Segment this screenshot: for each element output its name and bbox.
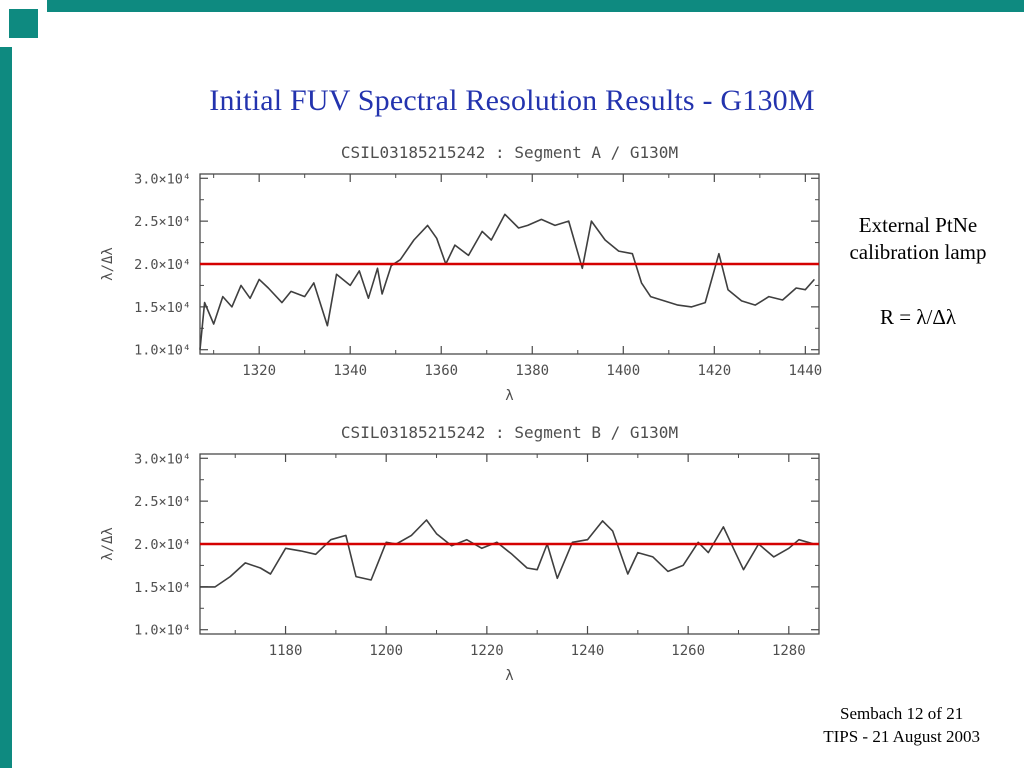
svg-text:2.5×10⁴: 2.5×10⁴: [134, 214, 191, 230]
svg-text:1200: 1200: [369, 643, 403, 659]
svg-text:2.5×10⁴: 2.5×10⁴: [134, 494, 191, 510]
footer-author-page: Sembach 12 of 21: [839, 704, 964, 723]
slide-title: Initial FUV Spectral Resolution Results …: [209, 84, 815, 117]
svg-text:1360: 1360: [424, 363, 458, 379]
svg-text:1180: 1180: [269, 643, 303, 659]
segment-a-chart-container: CSIL03185215242 : Segment A / G130M 1.0×1…: [86, 140, 831, 408]
svg-text:1340: 1340: [333, 363, 367, 379]
svg-text:1440: 1440: [788, 363, 822, 379]
svg-text:1320: 1320: [242, 363, 276, 379]
svg-text:1260: 1260: [671, 643, 705, 659]
svg-text:3.0×10⁴: 3.0×10⁴: [134, 451, 191, 467]
svg-text:λ/Δλ: λ/Δλ: [100, 247, 116, 281]
svg-text:2.0×10⁴: 2.0×10⁴: [134, 257, 191, 273]
annotation-block: External PtNe calibration lamp R = λ/Δλ: [816, 212, 1020, 331]
svg-text:λ/Δλ: λ/Δλ: [100, 527, 116, 561]
top-bar-decoration: [47, 0, 1024, 12]
segment-b-chart: CSIL03185215242 : Segment B / G130M 1.0×1…: [100, 423, 820, 684]
left-bar-decoration: [0, 47, 12, 768]
segment-a-chart: CSIL03185215242 : Segment A / G130M 1.0×1…: [100, 143, 822, 404]
svg-text:1.5×10⁴: 1.5×10⁴: [134, 580, 191, 596]
corner-square-decoration: [9, 9, 38, 38]
svg-text:1.5×10⁴: 1.5×10⁴: [134, 300, 191, 316]
svg-text:1.0×10⁴: 1.0×10⁴: [134, 343, 191, 359]
svg-text:1220: 1220: [470, 643, 504, 659]
annotation-lamp-line2: calibration lamp: [849, 240, 987, 264]
footer-meeting-date: TIPS - 21 August 2003: [823, 727, 980, 746]
svg-text:λ: λ: [505, 668, 513, 684]
footer-credit: Sembach 12 of 21 TIPS - 21 August 2003: [823, 702, 980, 748]
annotation-formula: R = λ/Δλ: [879, 305, 957, 329]
svg-text:CSIL03185215242 : Segment B /: CSIL03185215242 : Segment B / G130M: [341, 423, 678, 442]
svg-text:2.0×10⁴: 2.0×10⁴: [134, 537, 191, 553]
svg-text:1380: 1380: [515, 363, 549, 379]
svg-text:1240: 1240: [571, 643, 605, 659]
svg-text:3.0×10⁴: 3.0×10⁴: [134, 171, 191, 187]
svg-text:λ: λ: [505, 388, 513, 404]
svg-text:1280: 1280: [772, 643, 806, 659]
annotation-lamp-line1: External PtNe: [858, 213, 978, 237]
svg-text:CSIL03185215242 : Segment A /: CSIL03185215242 : Segment A / G130M: [341, 143, 678, 162]
svg-text:1400: 1400: [606, 363, 640, 379]
svg-text:1.0×10⁴: 1.0×10⁴: [134, 623, 191, 639]
segment-b-chart-container: CSIL03185215242 : Segment B / G130M 1.0×1…: [86, 420, 831, 688]
svg-text:1420: 1420: [697, 363, 731, 379]
